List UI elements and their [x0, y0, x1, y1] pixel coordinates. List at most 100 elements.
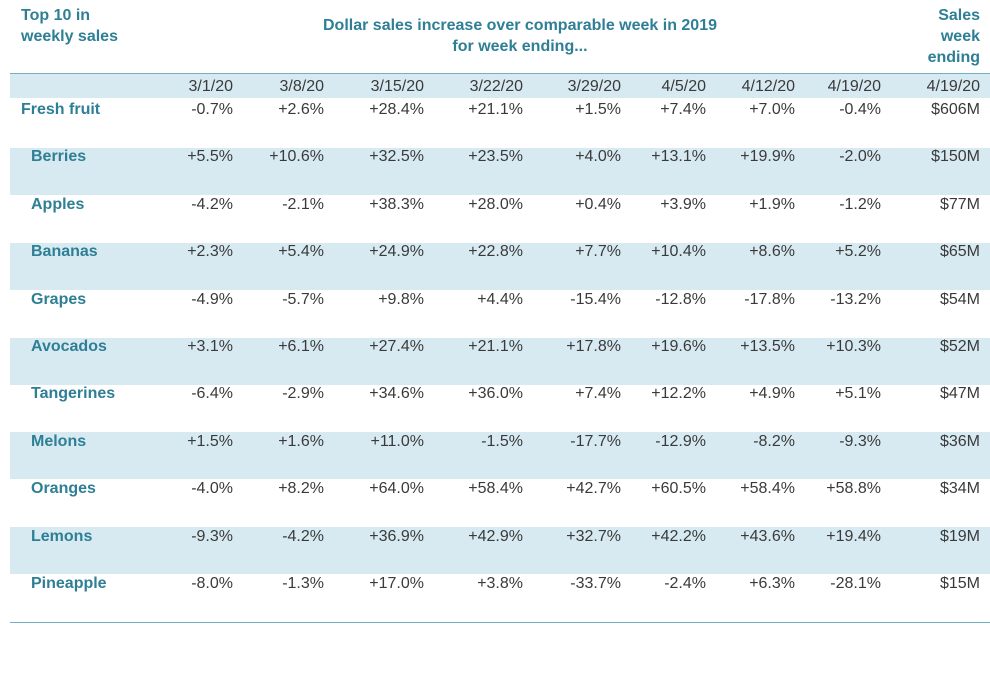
table-cell: -4.2%: [191, 195, 233, 213]
row-label: Avocados: [31, 338, 107, 355]
row-label: Melons: [31, 432, 87, 450]
table-cell: -17.8%: [744, 290, 795, 308]
column-header-1: 3/8/20: [279, 78, 324, 95]
row-label: Grapes: [31, 290, 87, 308]
header-title: Dollar sales increase over comparable we…: [240, 15, 800, 57]
table-cell: +1.5%: [575, 101, 621, 118]
table-cell: +4.9%: [749, 385, 795, 403]
table-cell: +19.6%: [651, 338, 706, 355]
table-cell: +42.2%: [651, 527, 706, 545]
row-band: [10, 527, 990, 575]
table-cell: +8.6%: [749, 243, 795, 261]
header-top-ten: Top 10 in weekly sales: [21, 5, 118, 47]
table-cell: +17.8%: [566, 338, 621, 355]
table-cell: -28.1%: [830, 575, 881, 592]
table-cell: $34M: [939, 480, 980, 498]
table-cell: +60.5%: [651, 480, 706, 498]
row-label: Bananas: [31, 243, 98, 261]
table-cell: -1.3%: [282, 575, 324, 592]
header-left-line2: weekly sales: [21, 28, 118, 45]
table-cell: +43.6%: [740, 527, 795, 545]
table-cell: +42.9%: [468, 527, 523, 545]
table-cell: +28.0%: [468, 195, 523, 213]
table-cell: +2.6%: [278, 101, 324, 118]
table-cell: -2.1%: [282, 195, 324, 213]
table-cell: +64.0%: [369, 480, 424, 498]
table-cell: $19M: [939, 527, 980, 545]
table-cell: +58.8%: [826, 480, 881, 498]
table-cell: +32.5%: [369, 148, 424, 166]
table-cell: +19.4%: [826, 527, 881, 545]
table-cell: $54M: [939, 290, 980, 308]
header-title-line1: Dollar sales increase over comparable we…: [323, 17, 717, 34]
table-cell: -2.0%: [839, 148, 881, 166]
table-cell: $65M: [939, 243, 980, 261]
table-cell: -2.4%: [664, 575, 706, 592]
header-sales-week-ending: Sales week ending: [928, 5, 980, 68]
table-cell: +13.1%: [651, 148, 706, 166]
table-cell: +34.6%: [369, 385, 424, 403]
table-cell: +21.1%: [468, 338, 523, 355]
table-cell: -33.7%: [570, 575, 621, 592]
date-header-band: [10, 73, 990, 98]
table-cell: +7.0%: [749, 101, 795, 118]
table-cell: $15M: [939, 575, 980, 592]
table-cell: -0.7%: [191, 101, 233, 118]
table-cell: +24.9%: [369, 243, 424, 261]
table-cell: +3.8%: [477, 575, 523, 592]
table-cell: +42.7%: [566, 480, 621, 498]
table-cell: +17.0%: [369, 575, 424, 592]
table-cell: +10.6%: [269, 148, 324, 166]
table-cell: +5.5%: [187, 148, 233, 166]
column-header-0: 3/1/20: [188, 78, 233, 95]
row-label: Lemons: [31, 527, 93, 545]
column-header-8: 4/19/20: [926, 78, 980, 95]
header-title-line2: for week ending...: [452, 38, 588, 55]
column-header-5: 4/5/20: [661, 78, 706, 95]
table-cell: -4.0%: [191, 480, 233, 498]
table-cell: -9.3%: [191, 527, 233, 545]
table-cell: +11.0%: [370, 432, 424, 450]
table-cell: +22.8%: [468, 243, 523, 261]
table-cell: +32.7%: [566, 527, 621, 545]
row-label: Berries: [31, 148, 87, 166]
top-rule: [10, 73, 990, 74]
table-cell: +0.4%: [575, 195, 621, 213]
header-right-line2: week: [940, 28, 980, 45]
table-cell: +38.3%: [369, 195, 424, 213]
table-cell: -13.2%: [830, 290, 881, 308]
column-header-6: 4/12/20: [741, 78, 795, 95]
row-band: [10, 337, 990, 385]
table-cell: +9.8%: [378, 290, 424, 308]
table-cell: +7.4%: [660, 101, 706, 118]
table-cell: +8.2%: [278, 480, 324, 498]
row-band: [10, 242, 990, 290]
table-cell: -15.4%: [570, 290, 621, 308]
table-cell: +5.4%: [278, 243, 324, 261]
table-cell: -8.0%: [191, 575, 233, 592]
table-cell: -17.7%: [570, 432, 621, 450]
column-header-7: 4/19/20: [827, 78, 881, 95]
table-cell: +13.5%: [740, 338, 795, 355]
table-cell: +4.0%: [575, 148, 621, 166]
table-cell: +19.9%: [740, 148, 795, 166]
header-right-line1: Sales: [938, 7, 980, 24]
table-cell: +36.0%: [468, 385, 523, 403]
table-cell: $77M: [939, 195, 980, 213]
table-cell: +2.3%: [187, 243, 233, 261]
table-cell: +6.1%: [278, 338, 324, 355]
column-header-2: 3/15/20: [370, 78, 424, 95]
table-cell: -12.9%: [655, 432, 706, 450]
table-cell: -0.4%: [839, 101, 881, 118]
table-cell: +4.4%: [477, 290, 523, 308]
table-cell: -1.5%: [481, 432, 523, 450]
header-right-line3: ending: [927, 49, 980, 66]
bottom-rule: [10, 622, 990, 623]
table-cell: -6.4%: [191, 385, 233, 403]
table-cell: +58.4%: [468, 480, 523, 498]
column-header-3: 3/22/20: [469, 78, 523, 95]
table-cell: +1.5%: [187, 432, 233, 450]
table-cell: $606M: [931, 101, 980, 118]
table-cell: +23.5%: [468, 148, 523, 166]
table-cell: +10.4%: [651, 243, 706, 261]
